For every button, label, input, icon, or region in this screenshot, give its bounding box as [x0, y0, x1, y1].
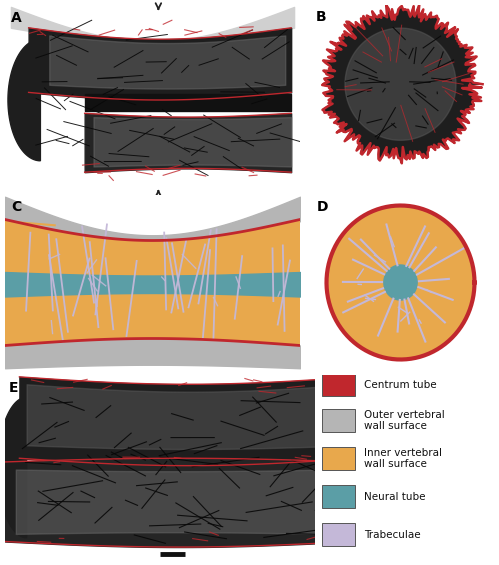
FancyBboxPatch shape	[322, 447, 355, 470]
Polygon shape	[384, 265, 417, 300]
Polygon shape	[326, 206, 475, 359]
FancyBboxPatch shape	[322, 485, 355, 508]
Text: E: E	[8, 381, 18, 394]
Polygon shape	[322, 5, 483, 163]
Text: Neural tube: Neural tube	[364, 492, 425, 502]
Text: A: A	[11, 11, 21, 25]
Text: Inner vertebral
wall surface: Inner vertebral wall surface	[364, 448, 442, 470]
FancyBboxPatch shape	[322, 409, 355, 432]
FancyBboxPatch shape	[322, 523, 355, 546]
FancyBboxPatch shape	[322, 373, 355, 396]
Polygon shape	[345, 28, 456, 140]
Text: D: D	[317, 200, 329, 214]
Polygon shape	[5, 219, 300, 346]
Text: Trabeculae: Trabeculae	[364, 529, 420, 540]
Polygon shape	[8, 39, 40, 161]
Text: C: C	[11, 200, 21, 214]
Polygon shape	[0, 397, 26, 538]
Text: Centrum tube: Centrum tube	[364, 380, 436, 389]
Text: Outer vertebral
wall surface: Outer vertebral wall surface	[364, 410, 444, 432]
Text: B: B	[315, 10, 326, 24]
